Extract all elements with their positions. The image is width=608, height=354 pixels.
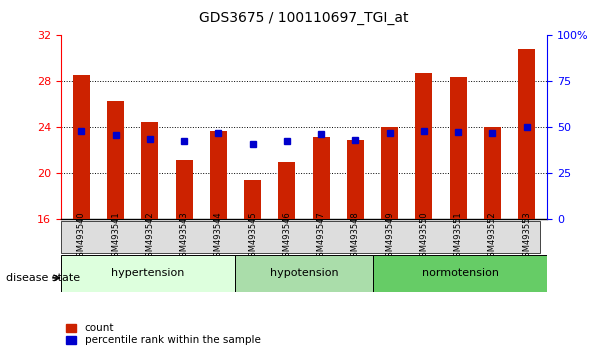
Bar: [61, 255, 235, 292]
Text: GSM493541: GSM493541: [111, 211, 120, 262]
Text: GSM493551: GSM493551: [454, 211, 463, 262]
Text: GSM493545: GSM493545: [248, 211, 257, 262]
Bar: [484, 127, 501, 219]
Text: disease state: disease state: [6, 273, 80, 283]
Bar: [107, 101, 124, 219]
Bar: [141, 122, 159, 219]
Text: GSM493552: GSM493552: [488, 211, 497, 262]
Text: GSM493553: GSM493553: [522, 211, 531, 262]
Text: GSM493543: GSM493543: [179, 211, 188, 262]
Bar: [235, 255, 373, 292]
Legend: count, percentile rank within the sample: count, percentile rank within the sample: [66, 323, 261, 345]
Text: hypertension: hypertension: [111, 268, 184, 279]
Text: GSM493547: GSM493547: [317, 211, 326, 262]
Text: GSM493549: GSM493549: [385, 211, 394, 262]
Text: GDS3675 / 100110697_TGI_at: GDS3675 / 100110697_TGI_at: [199, 11, 409, 25]
Text: GSM493546: GSM493546: [282, 211, 291, 262]
Bar: [347, 140, 364, 219]
Text: GSM493550: GSM493550: [420, 211, 429, 262]
Bar: [381, 127, 398, 219]
Bar: [373, 255, 547, 292]
Bar: [210, 131, 227, 219]
Bar: [176, 160, 193, 219]
Bar: [244, 181, 261, 219]
Bar: [449, 77, 467, 219]
Bar: [313, 137, 330, 219]
Bar: [518, 49, 535, 219]
Bar: [73, 74, 90, 219]
Bar: [415, 73, 432, 219]
Text: GSM493548: GSM493548: [351, 211, 360, 262]
Text: GSM493544: GSM493544: [214, 211, 223, 262]
Text: GSM493542: GSM493542: [145, 211, 154, 262]
Text: hypotension: hypotension: [270, 268, 338, 279]
Text: GSM493540: GSM493540: [77, 211, 86, 262]
Text: normotension: normotension: [422, 268, 499, 279]
Bar: [278, 162, 295, 219]
